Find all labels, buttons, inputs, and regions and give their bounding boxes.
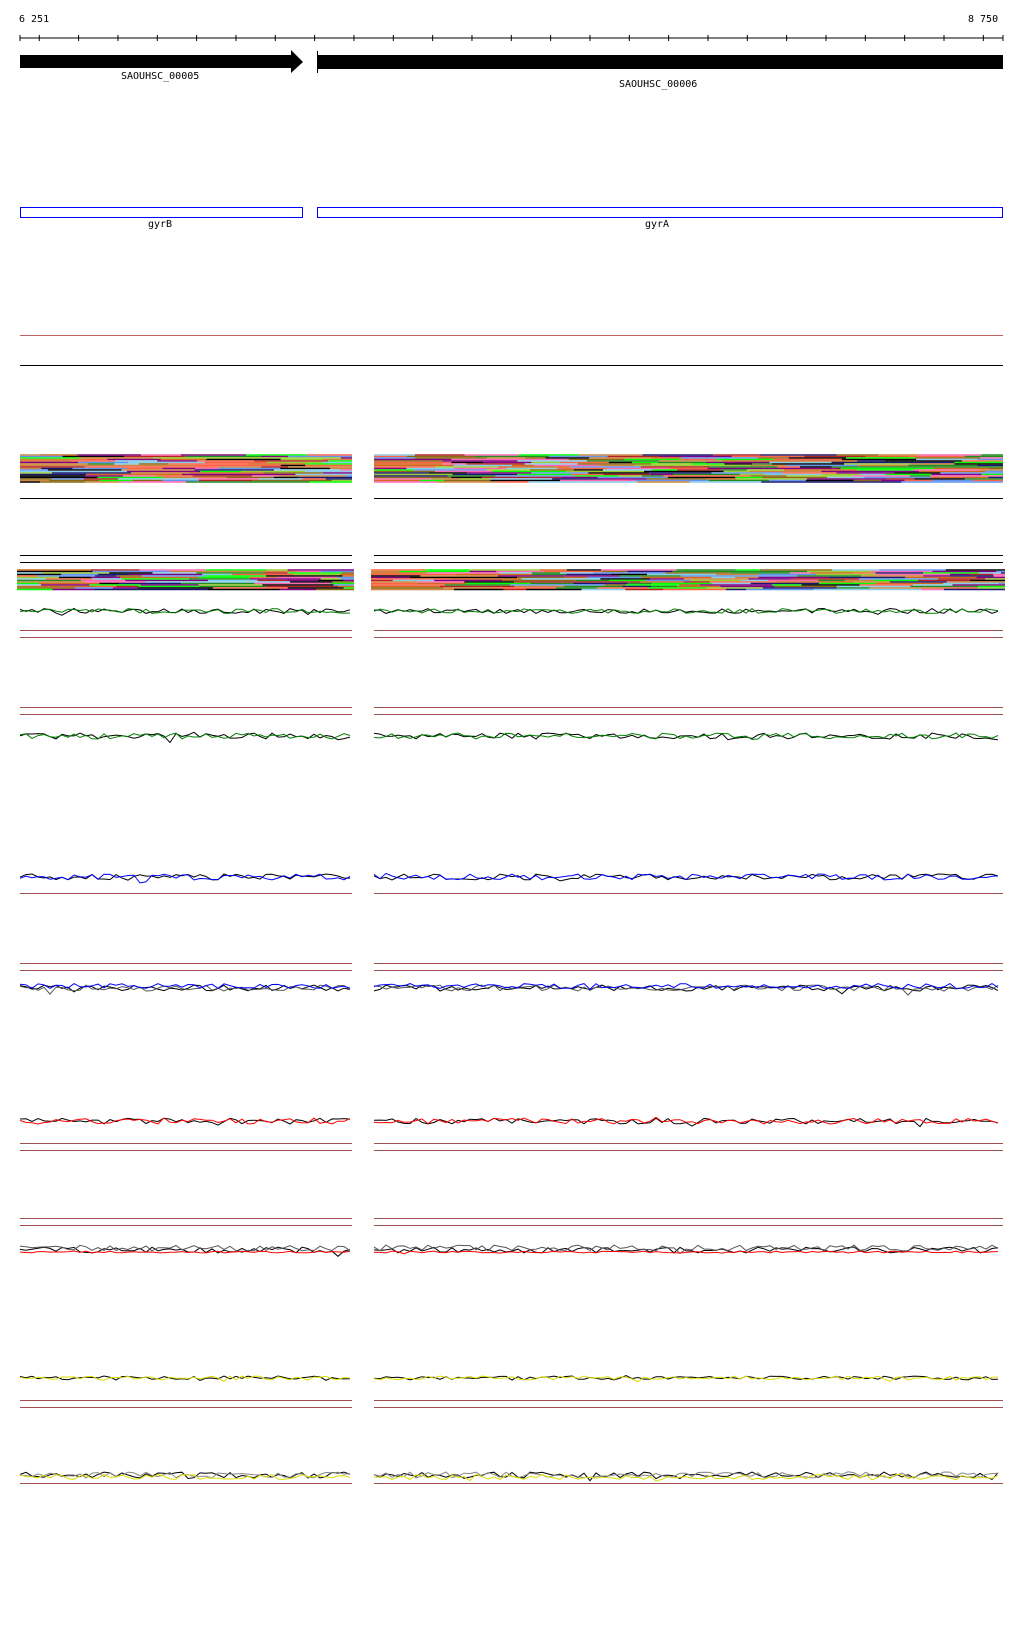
track-5-line bbox=[19, 983, 351, 990]
track-4-line bbox=[19, 873, 351, 884]
track-3-line bbox=[19, 731, 351, 744]
track-5-line bbox=[373, 984, 999, 996]
track-9-line bbox=[374, 1473, 999, 1482]
track-2-line bbox=[19, 607, 351, 616]
track-8-line bbox=[19, 1375, 351, 1383]
ruler-start-label: 6 251 bbox=[19, 14, 50, 25]
track-2-line bbox=[374, 607, 999, 615]
track-5-line bbox=[373, 983, 999, 990]
track-6-line bbox=[19, 1117, 351, 1125]
track-7-line bbox=[373, 1250, 999, 1255]
cds-label-2[interactable]: gyrA bbox=[645, 219, 670, 230]
track-7-line bbox=[373, 1244, 999, 1255]
gene-label-1[interactable]: SAOUHSC_00005 bbox=[121, 71, 200, 82]
track-8-line bbox=[373, 1375, 999, 1383]
gene-bar-2 bbox=[318, 55, 1003, 69]
track-2-line bbox=[19, 608, 351, 614]
track-7-line bbox=[19, 1244, 351, 1253]
track-2-line bbox=[373, 607, 999, 614]
track-7-line bbox=[19, 1250, 351, 1254]
ruler-end-label: 8 750 bbox=[968, 14, 999, 25]
track-9-line bbox=[19, 1473, 351, 1480]
cds-box-1 bbox=[20, 207, 303, 218]
track-8-line bbox=[19, 1375, 351, 1382]
track-5-line bbox=[19, 984, 351, 995]
gene-arrow-1 bbox=[20, 50, 303, 73]
cds-box-2 bbox=[317, 207, 1003, 218]
track-3-line bbox=[373, 732, 999, 740]
track-4-line bbox=[373, 872, 999, 881]
gene-label-2[interactable]: SAOUHSC_00006 bbox=[619, 79, 698, 90]
cds-label-1[interactable]: gyrB bbox=[148, 219, 173, 230]
track-3-line bbox=[19, 732, 351, 740]
track-6-line bbox=[373, 1116, 999, 1125]
